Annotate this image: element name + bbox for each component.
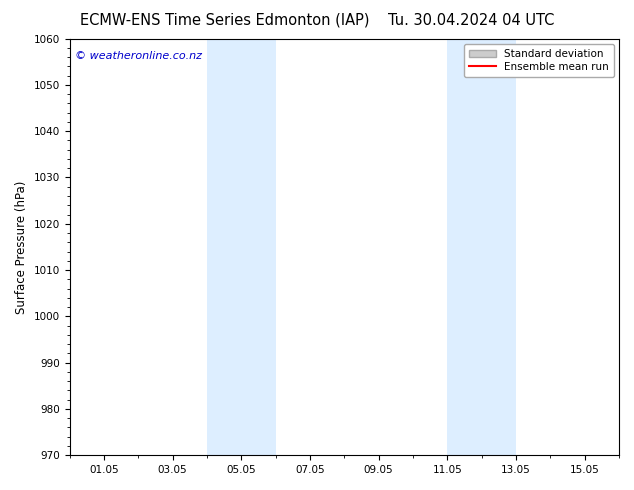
- Legend: Standard deviation, Ensemble mean run: Standard deviation, Ensemble mean run: [464, 44, 614, 77]
- Y-axis label: Surface Pressure (hPa): Surface Pressure (hPa): [15, 180, 28, 314]
- Text: © weatheronline.co.nz: © weatheronline.co.nz: [75, 51, 202, 61]
- Bar: [207, 39, 276, 455]
- Bar: [448, 39, 516, 455]
- Text: ECMW-ENS Time Series Edmonton (IAP)    Tu. 30.04.2024 04 UTC: ECMW-ENS Time Series Edmonton (IAP) Tu. …: [80, 12, 554, 27]
